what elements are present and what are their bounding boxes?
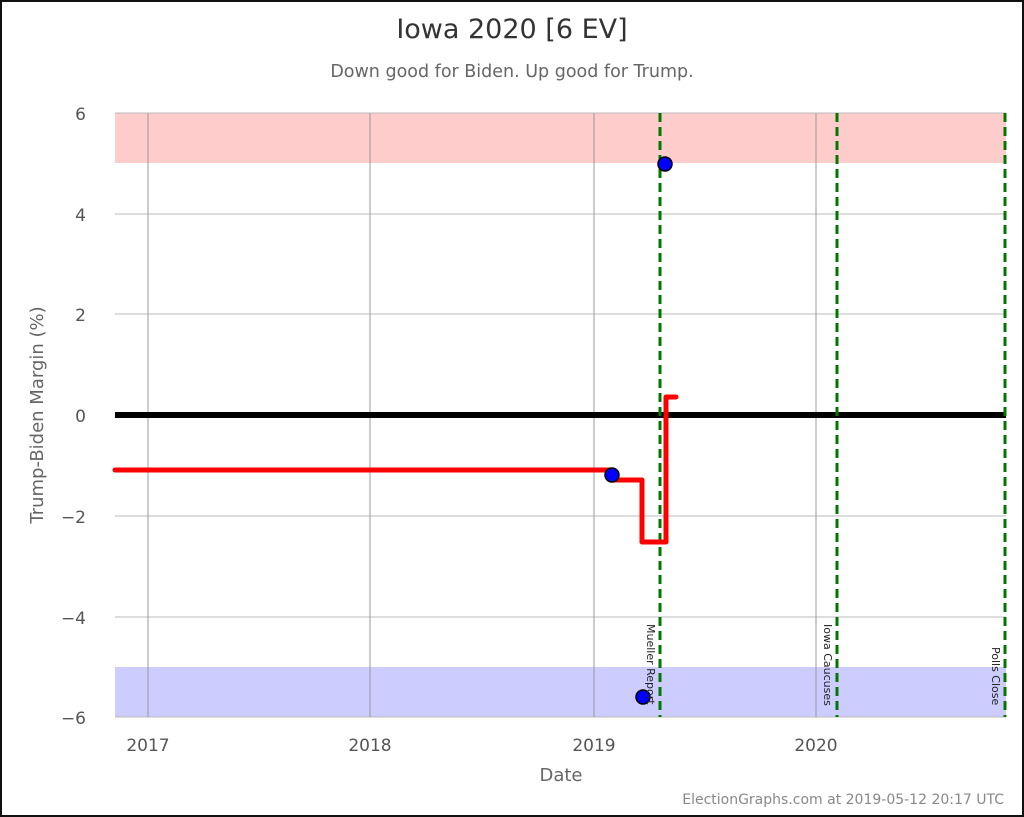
credit-text: ElectionGraphs.com at 2019-05-12 20:17 U…: [682, 792, 1004, 808]
y-axis-label: Trump-Biden Margin (%): [27, 306, 48, 524]
poll-average-line: [112, 394, 679, 545]
trump-band: [115, 113, 1006, 163]
svg-text:2017: 2017: [126, 736, 169, 756]
svg-text:2: 2: [75, 306, 86, 326]
event-label-polls-close: Polls Close: [989, 647, 1002, 706]
svg-text:2020: 2020: [794, 736, 837, 756]
x-axis-label: Date: [539, 765, 582, 786]
svg-text:6: 6: [75, 105, 86, 125]
x-tick-labels: 2017 2018 2019 2020: [126, 736, 837, 756]
poll-marker: [604, 467, 620, 483]
chart-title: Iowa 2020 [6 EV]: [396, 14, 628, 45]
svg-text:−4: −4: [61, 609, 86, 629]
y-tick-labels: 6 4 2 0 −2 −4 −6: [61, 105, 86, 729]
y-gridlines: [115, 112, 1006, 718]
poll-marker: [657, 156, 673, 172]
svg-text:2018: 2018: [348, 736, 391, 756]
svg-text:4: 4: [75, 206, 86, 226]
event-label-mueller: Mueller Report: [644, 624, 657, 705]
event-lines: [658, 113, 1007, 717]
poll-marker: [635, 689, 651, 705]
svg-text:0: 0: [75, 407, 86, 427]
chart-subtitle: Down good for Biden. Up good for Trump.: [330, 62, 694, 82]
svg-text:2019: 2019: [572, 736, 615, 756]
biden-band: [115, 667, 1006, 717]
poll-markers: [604, 156, 673, 705]
event-label-iowa-caucuses: Iowa Caucuses: [821, 624, 834, 706]
svg-text:−2: −2: [61, 508, 86, 528]
svg-text:−6: −6: [61, 709, 86, 729]
